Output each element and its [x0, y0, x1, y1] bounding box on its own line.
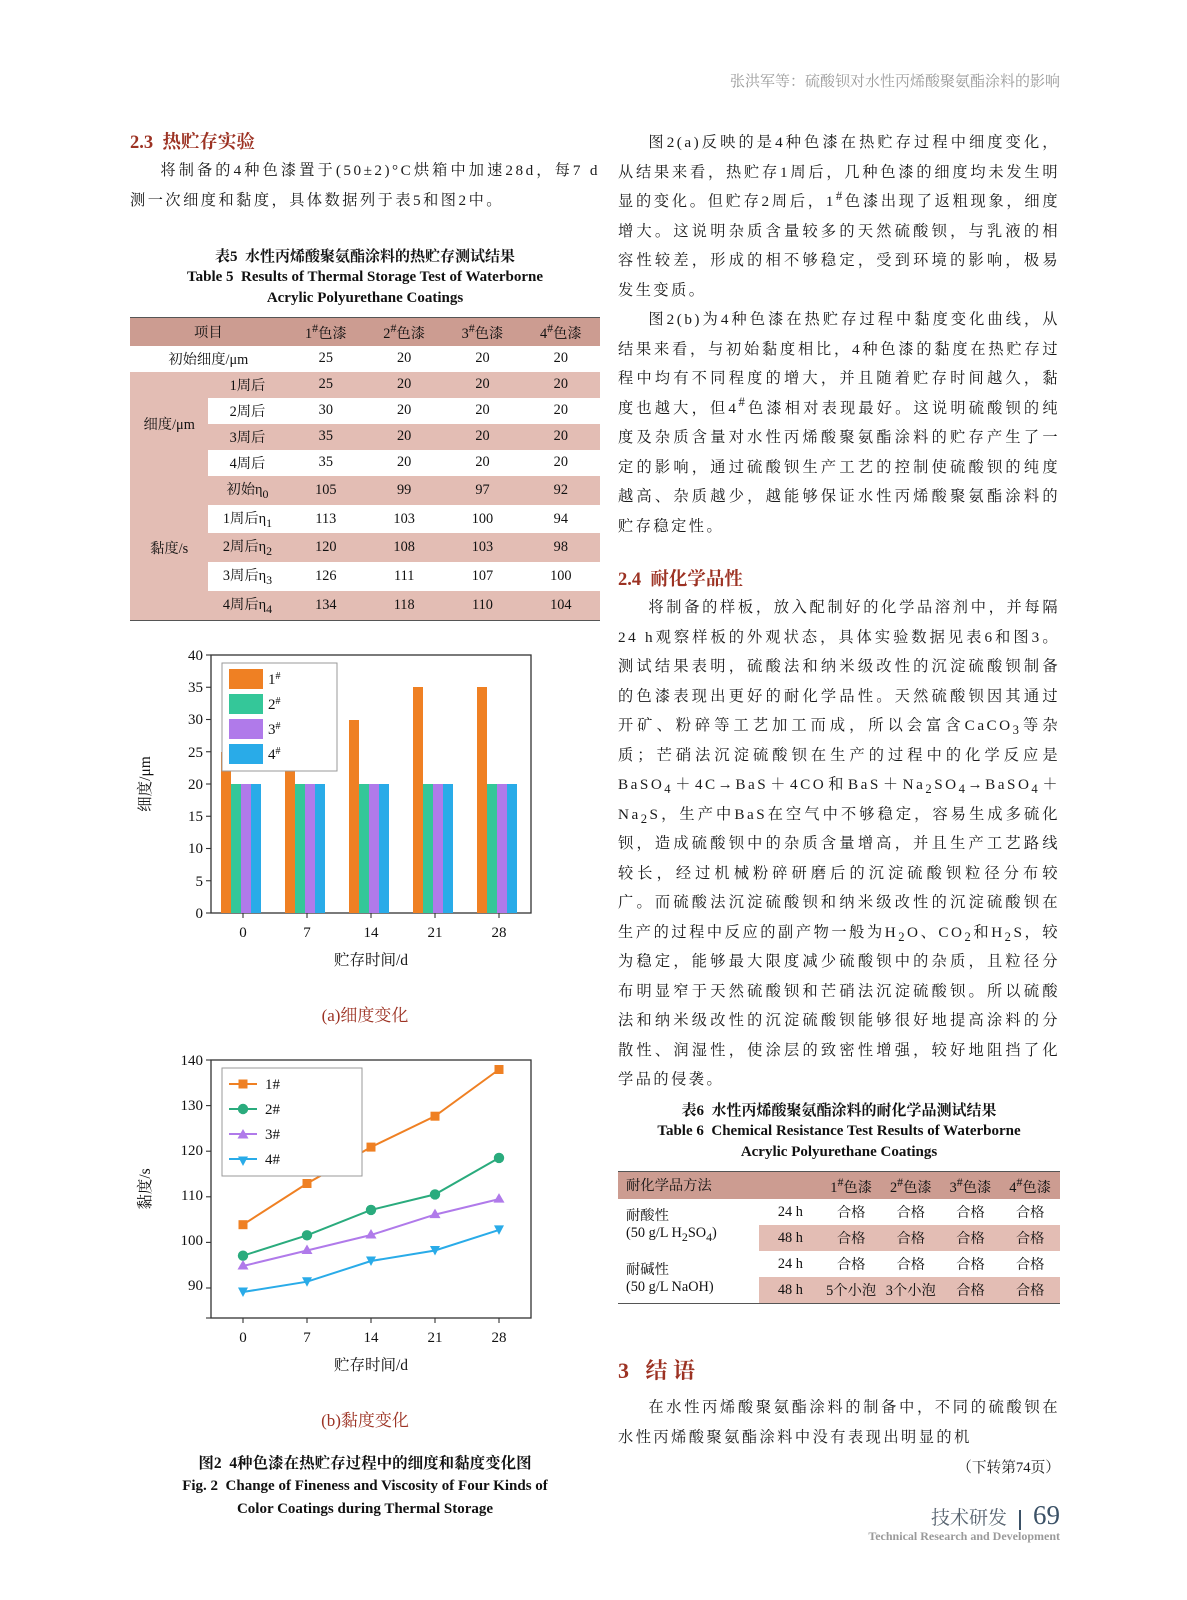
svg-text:15: 15 [188, 809, 203, 825]
svg-text:21: 21 [428, 925, 443, 941]
svg-text:28: 28 [492, 925, 507, 941]
svg-text:3#: 3# [265, 1127, 281, 1143]
svg-text:28: 28 [492, 1330, 507, 1346]
svg-text:14: 14 [364, 1330, 380, 1346]
svg-text:7: 7 [303, 1330, 311, 1346]
svg-text:细度/μm: 细度/μm [136, 756, 154, 812]
svg-text:100: 100 [181, 1233, 204, 1249]
svg-text:贮存时间/d: 贮存时间/d [334, 951, 408, 969]
svg-text:0: 0 [196, 906, 204, 922]
svg-text:14: 14 [364, 925, 380, 941]
svg-text:30: 30 [188, 712, 203, 728]
svg-text:120: 120 [181, 1143, 204, 1159]
svg-text:140: 140 [181, 1054, 204, 1069]
svg-text:7: 7 [303, 925, 311, 941]
svg-text:20: 20 [188, 777, 203, 793]
svg-text:21: 21 [428, 1330, 443, 1346]
svg-text:5: 5 [196, 874, 204, 890]
svg-text:130: 130 [181, 1098, 204, 1114]
svg-text:35: 35 [188, 680, 203, 696]
svg-text:4#: 4# [265, 1152, 281, 1168]
svg-text:黏度/s: 黏度/s [136, 1168, 154, 1209]
svg-text:40: 40 [188, 649, 203, 664]
svg-text:0: 0 [239, 925, 247, 941]
svg-text:0: 0 [239, 1330, 247, 1346]
svg-text:2#: 2# [265, 1102, 281, 1118]
svg-text:90: 90 [188, 1278, 203, 1294]
svg-text:1#: 1# [265, 1077, 281, 1093]
svg-text:10: 10 [188, 841, 203, 857]
svg-text:110: 110 [181, 1188, 203, 1204]
svg-text:贮存时间/d: 贮存时间/d [334, 1356, 408, 1374]
svg-text:25: 25 [188, 745, 203, 761]
